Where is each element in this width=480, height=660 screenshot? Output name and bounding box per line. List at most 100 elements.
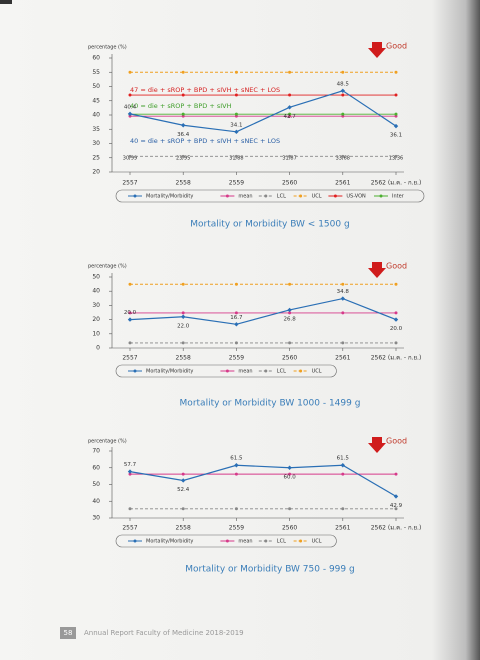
marker bbox=[341, 282, 345, 286]
marker bbox=[127, 317, 133, 322]
good-arrow bbox=[368, 262, 386, 278]
marker bbox=[234, 282, 238, 286]
marker bbox=[287, 465, 292, 470]
legend-marker bbox=[333, 194, 337, 198]
value-label: 34.8 bbox=[337, 289, 350, 295]
marker bbox=[288, 154, 292, 158]
legend-label: UCL bbox=[312, 194, 322, 200]
count-label: 30/99 bbox=[123, 156, 137, 162]
y-tick-label: 70 bbox=[92, 448, 100, 455]
y-tick-label: 60 bbox=[92, 464, 100, 471]
legend-marker bbox=[264, 369, 268, 373]
marker bbox=[340, 296, 345, 301]
marker bbox=[128, 282, 132, 286]
y-tick-label: 35 bbox=[92, 126, 100, 133]
y-tick-label: 20 bbox=[92, 169, 100, 176]
marker bbox=[181, 478, 186, 483]
scan-mark bbox=[0, 0, 12, 4]
marker bbox=[341, 154, 345, 158]
count-label: 31/87 bbox=[282, 156, 296, 162]
marker bbox=[288, 507, 292, 511]
legend-label: Mortality/Morbidity bbox=[146, 539, 193, 545]
note: 40 = die + sROP + BPD + sIVH bbox=[130, 102, 232, 110]
x-tick-label: 2560 bbox=[282, 180, 297, 187]
marker bbox=[234, 472, 238, 476]
marker bbox=[341, 507, 345, 511]
x-tick-label: 2559 bbox=[229, 355, 244, 362]
marker bbox=[288, 93, 292, 97]
marker bbox=[127, 111, 133, 117]
legend-label: Inter bbox=[392, 194, 405, 200]
legend-marker bbox=[133, 194, 137, 198]
marker bbox=[288, 282, 292, 286]
marker bbox=[128, 507, 132, 511]
legend-marker bbox=[299, 369, 303, 373]
legend-marker bbox=[225, 194, 229, 198]
count-label: 23/95 bbox=[176, 156, 190, 162]
marker bbox=[394, 70, 398, 74]
value-label: 61.5 bbox=[230, 456, 243, 462]
marker bbox=[181, 282, 185, 286]
marker bbox=[394, 311, 398, 315]
legend-label: UCL bbox=[312, 369, 322, 375]
marker bbox=[288, 70, 292, 74]
marker bbox=[394, 93, 398, 97]
marker bbox=[393, 494, 399, 499]
x-tick-label: 2561 bbox=[335, 355, 350, 362]
value-label: 40.4 bbox=[124, 104, 137, 110]
legend-label: UCL bbox=[312, 539, 322, 545]
legend: Mortality/Morbidity mean LCL UCL bbox=[115, 364, 337, 378]
legend-box bbox=[115, 364, 337, 378]
marker bbox=[393, 123, 399, 129]
x-tick-label: 2558 bbox=[176, 355, 191, 362]
count-label: 31/88 bbox=[229, 156, 243, 162]
marker bbox=[341, 472, 345, 476]
caption: Mortality or Morbidity BW 750 - 999 g bbox=[185, 565, 354, 575]
marker bbox=[288, 112, 292, 116]
good-label: Good bbox=[386, 262, 407, 271]
y-tick-label: 30 bbox=[92, 515, 100, 522]
footer-text: Annual Report Faculty of Medicine 2018-2… bbox=[84, 629, 244, 637]
marker bbox=[234, 507, 238, 511]
good-arrow bbox=[368, 437, 386, 453]
marker bbox=[341, 93, 345, 97]
x-tick-label: 2557 bbox=[122, 355, 137, 362]
marker bbox=[181, 311, 185, 315]
y-tick-label: 40 bbox=[92, 288, 100, 295]
legend-label: mean bbox=[238, 539, 252, 545]
legend-label: Mortality/Morbidity bbox=[146, 369, 193, 375]
marker bbox=[288, 341, 292, 345]
series-line bbox=[129, 90, 397, 133]
count-label: 33/68 bbox=[336, 156, 350, 162]
y-tick-label: 60 bbox=[92, 55, 100, 62]
series-line bbox=[129, 464, 397, 497]
marker bbox=[288, 311, 292, 315]
y-tick-label: 50 bbox=[92, 83, 100, 90]
marker bbox=[128, 341, 132, 345]
marker bbox=[287, 307, 292, 313]
marker bbox=[128, 93, 132, 97]
marker bbox=[181, 341, 185, 345]
page-number: 58 bbox=[64, 629, 73, 637]
marker bbox=[181, 93, 185, 97]
series-line bbox=[129, 297, 397, 325]
marker bbox=[341, 112, 345, 116]
y-tick-label: 45 bbox=[92, 97, 100, 104]
legend-label: mean bbox=[238, 369, 252, 375]
x-tick-label: 2562 (ม.ค. - ก.ย.) bbox=[371, 355, 422, 362]
marker bbox=[394, 472, 398, 476]
legend-label: LCL bbox=[277, 369, 286, 375]
marker bbox=[287, 105, 292, 110]
marker bbox=[234, 341, 238, 345]
legend-marker bbox=[225, 539, 229, 543]
y-tick-label: 30 bbox=[92, 140, 100, 147]
value-label: 52.4 bbox=[177, 487, 190, 493]
marker bbox=[181, 154, 185, 158]
marker bbox=[394, 341, 398, 345]
value-label: 20.0 bbox=[124, 310, 137, 316]
marker bbox=[128, 472, 132, 476]
y-tick-label: 25 bbox=[92, 154, 100, 161]
x-tick-label: 2557 bbox=[122, 180, 137, 187]
marker bbox=[181, 507, 185, 511]
